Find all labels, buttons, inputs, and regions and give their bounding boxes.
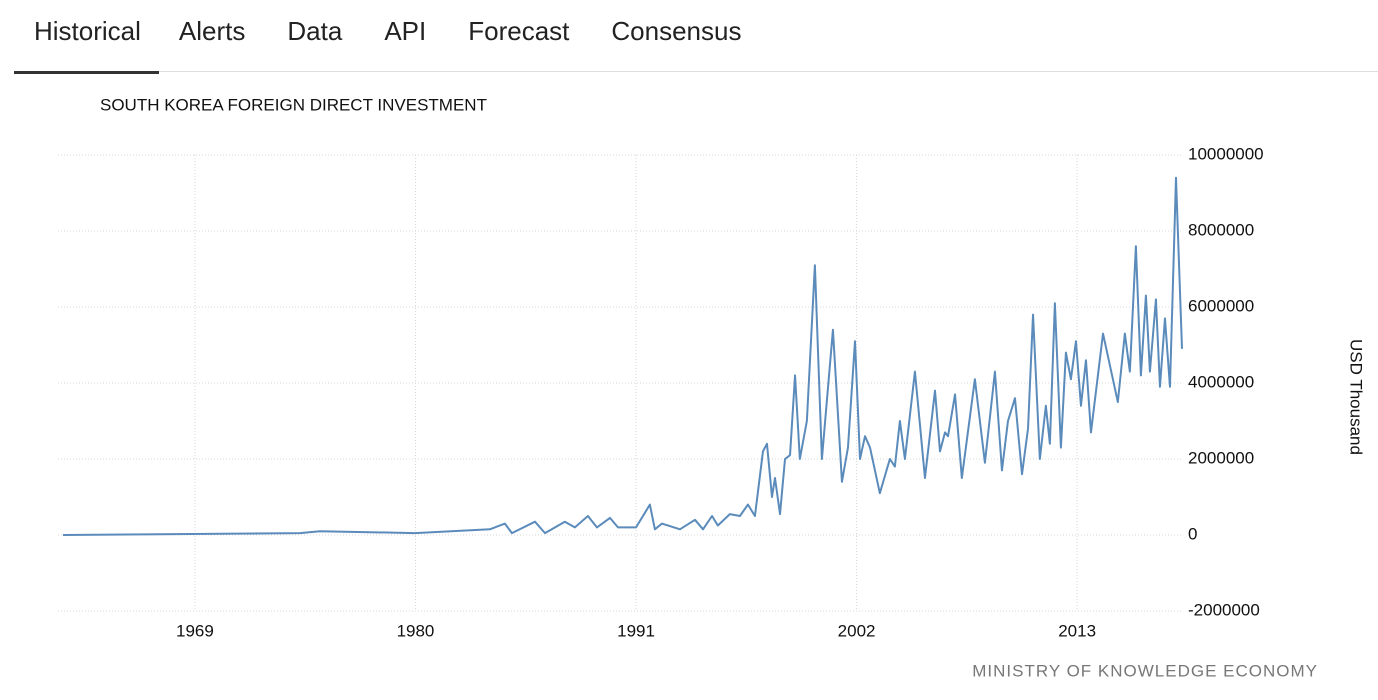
- y-axis-label: USD Thousand: [1347, 339, 1366, 455]
- tab[interactable]: Alerts: [178, 16, 246, 46]
- x-tick-label: 2002: [838, 621, 876, 640]
- tab[interactable]: Consensus: [611, 16, 742, 46]
- y-tick-label: 4000000: [1188, 372, 1254, 391]
- x-tick-label: 1991: [617, 621, 655, 640]
- tab[interactable]: Data: [287, 16, 343, 46]
- chart-title: SOUTH KOREA FOREIGN DIRECT INVESTMENT: [100, 95, 487, 114]
- data-line: [63, 176, 1183, 536]
- x-tick-label: 1969: [176, 621, 214, 640]
- y-tick-label: 10000000: [1188, 144, 1264, 163]
- x-tick-label: 1980: [397, 621, 435, 640]
- tab[interactable]: API: [384, 16, 427, 46]
- y-tick-label: 6000000: [1188, 296, 1254, 315]
- x-tick-label: 2013: [1058, 621, 1096, 640]
- tab-bar: Historical Alerts Data API Forecast Consensus: [14, 0, 1378, 74]
- y-tick-label: 8000000: [1188, 220, 1254, 239]
- y-tick-label: 0: [1188, 524, 1197, 543]
- source: MINISTRY OF KNOWLEDGE ECONOMY: [972, 661, 1318, 680]
- y-tick-label: -2000000: [1188, 600, 1260, 619]
- y-tick-label: 2000000: [1188, 448, 1254, 467]
- tab[interactable]: Historical: [14, 0, 159, 74]
- tab[interactable]: Forecast: [468, 16, 570, 46]
